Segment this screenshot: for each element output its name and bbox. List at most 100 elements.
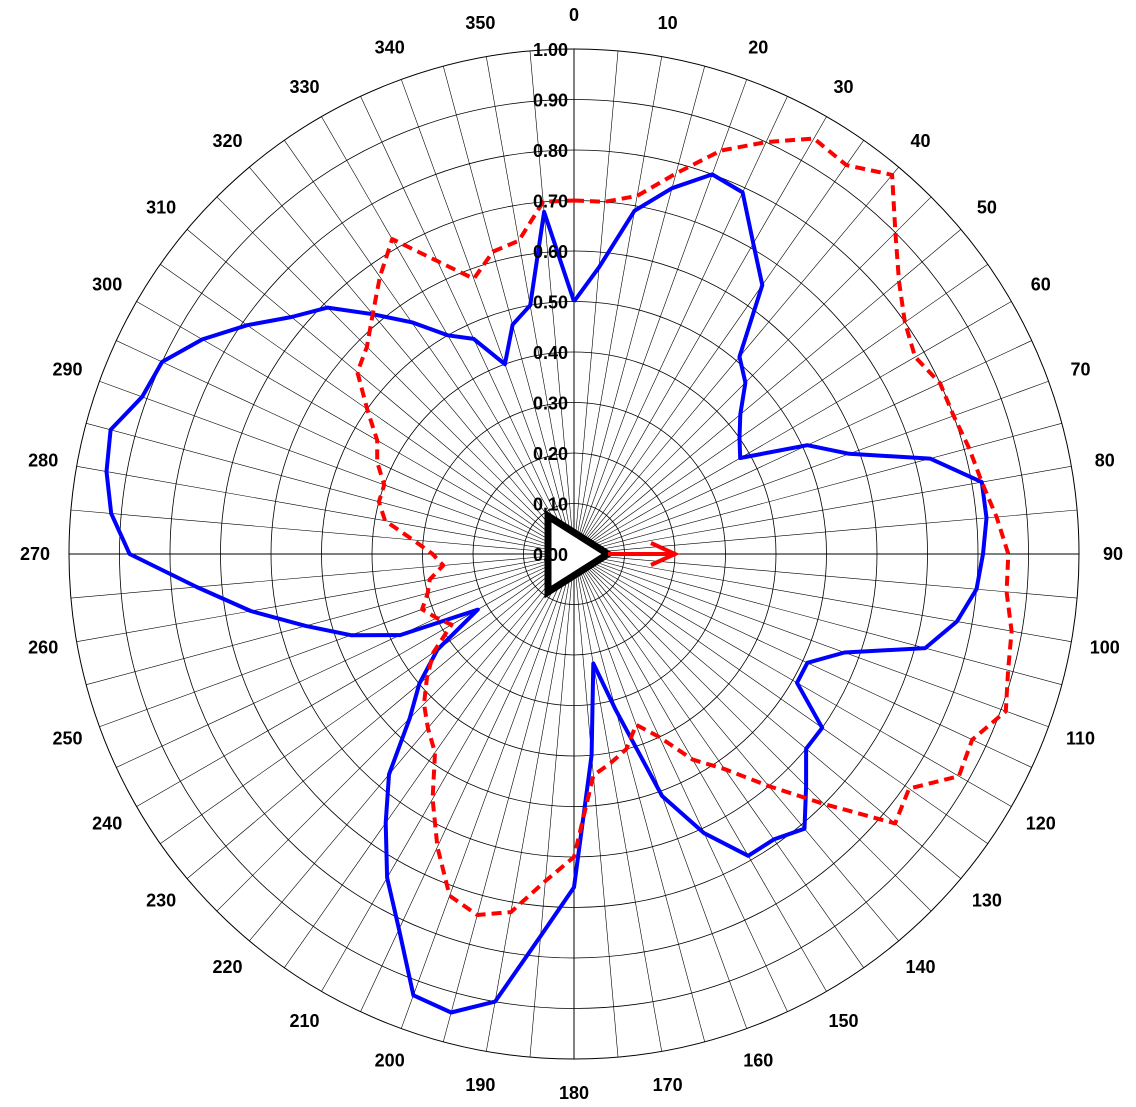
angle-tick-label: 90: [1103, 544, 1123, 564]
angle-tick-label: 50: [977, 198, 997, 218]
grid-spoke: [573, 553, 1062, 685]
grid-spoke: [573, 264, 988, 555]
grid-spoke: [573, 229, 962, 555]
radial-tick-label: 0.00: [533, 545, 568, 565]
angle-tick-label: 300: [92, 275, 122, 295]
grid-spoke: [573, 116, 827, 555]
grid-spoke: [400, 553, 575, 1029]
grid-spoke: [573, 301, 1012, 555]
grid-spoke: [573, 79, 748, 555]
grid-spoke: [186, 229, 575, 555]
radial-tick-label: 0.60: [533, 242, 568, 262]
angle-tick-label: 20: [748, 38, 768, 58]
radial-tick-label: 0.90: [533, 91, 568, 111]
angle-tick-label: 180: [559, 1083, 589, 1103]
angle-tick-label: 150: [828, 1011, 858, 1031]
angular-axis-labels: 0 10 20 30 40 50 60 70 80 90 100 110 120 130 140 150 160…: [20, 5, 1123, 1103]
series-line-2: [355, 136, 1014, 917]
angle-tick-label: 260: [28, 638, 58, 658]
angle-tick-label: 290: [52, 360, 82, 380]
grid-spoke: [573, 66, 705, 555]
radial-tick-label: 0.10: [533, 495, 568, 515]
grid-spoke: [99, 553, 575, 728]
grid-spoke: [573, 466, 1072, 555]
grid-spoke: [284, 140, 575, 555]
center-triangle-marker: [544, 509, 615, 599]
grid-spoke: [573, 553, 1072, 642]
angle-tick-label: 60: [1031, 275, 1051, 295]
grid-spoke: [160, 553, 575, 844]
radial-tick-label: 0.40: [533, 343, 568, 363]
grid-spoke: [284, 553, 575, 968]
grid-spoke: [86, 423, 575, 555]
radial-tick-label: 0.70: [533, 192, 568, 212]
grid-spoke: [360, 96, 575, 555]
grid-spoke: [99, 380, 575, 555]
grid-spoke: [573, 553, 1032, 768]
grid-spoke: [573, 553, 1078, 599]
angle-tick-label: 250: [52, 728, 82, 748]
grid-spoke: [573, 56, 662, 555]
angle-tick-label: 200: [375, 1051, 405, 1071]
grid-spoke: [573, 196, 932, 555]
grid-spoke: [573, 553, 932, 912]
series-line-1: [104, 172, 989, 1015]
grid-spoke: [249, 553, 575, 942]
grid-spoke: [76, 553, 575, 642]
grid-spoke: [443, 66, 575, 555]
angle-tick-label: 80: [1095, 450, 1115, 470]
angle-tick-label: 70: [1070, 360, 1090, 380]
grid-spoke: [529, 553, 575, 1058]
angle-tick-label: 280: [28, 450, 58, 470]
radial-tick-label: 0.30: [533, 394, 568, 414]
angle-tick-label: 330: [289, 77, 319, 97]
grid-spoke: [573, 553, 788, 1012]
radial-tick-label: 0.80: [533, 141, 568, 161]
direction-arrow-head: [650, 541, 680, 567]
grid-spoke: [116, 340, 575, 555]
grid-spoke: [443, 553, 575, 1042]
series-layer: [104, 136, 1014, 1015]
grid-spoke: [573, 380, 1049, 555]
grid-spoke: [136, 553, 575, 807]
angle-tick-label: 30: [833, 77, 853, 97]
angle-tick-label: 210: [289, 1011, 319, 1031]
grid-spoke: [573, 553, 827, 992]
angle-tick-label: 170: [653, 1075, 683, 1095]
grid-spoke: [76, 466, 575, 555]
angle-tick-label: 40: [910, 131, 930, 151]
radial-axis-labels: 0.00 0.10 0.20 0.30 0.40 0.50 0.60 0.70 0.80 0.90…: [533, 40, 568, 565]
grid-spoke: [360, 553, 575, 1012]
angle-tick-label: 100: [1090, 638, 1120, 658]
grid-spoke: [321, 553, 575, 992]
grid-spoke: [573, 553, 1012, 807]
grid-spoke: [116, 553, 575, 768]
grid-spoke: [573, 553, 705, 1042]
grid-spoke: [573, 96, 788, 555]
angle-tick-label: 110: [1066, 728, 1095, 748]
grid-spoke: [573, 423, 1062, 555]
grid-spoke: [186, 553, 575, 879]
grid-spoke: [573, 553, 662, 1052]
angle-tick-label: 340: [375, 38, 405, 58]
angle-tick-label: 350: [465, 13, 495, 33]
radial-tick-label: 0.50: [533, 293, 568, 313]
angle-tick-label: 320: [212, 131, 242, 151]
grid-spoke: [216, 553, 575, 912]
angle-tick-label: 190: [465, 1075, 495, 1095]
polar-grid: [68, 48, 1080, 1060]
angle-tick-label: 0: [569, 5, 579, 25]
grid-spoke: [400, 79, 575, 555]
grid-spoke: [136, 301, 575, 555]
radial-tick-label: 0.20: [533, 444, 568, 464]
angle-tick-label: 270: [20, 544, 50, 564]
angle-tick-label: 140: [905, 957, 935, 977]
grid-spoke: [573, 553, 899, 942]
grid-spoke: [529, 50, 575, 555]
angle-tick-label: 160: [743, 1051, 773, 1071]
radial-tick-label: 1.00: [533, 40, 568, 60]
grid-spoke: [573, 553, 864, 968]
angle-tick-label: 120: [1026, 814, 1056, 834]
center-markers: [544, 509, 680, 599]
